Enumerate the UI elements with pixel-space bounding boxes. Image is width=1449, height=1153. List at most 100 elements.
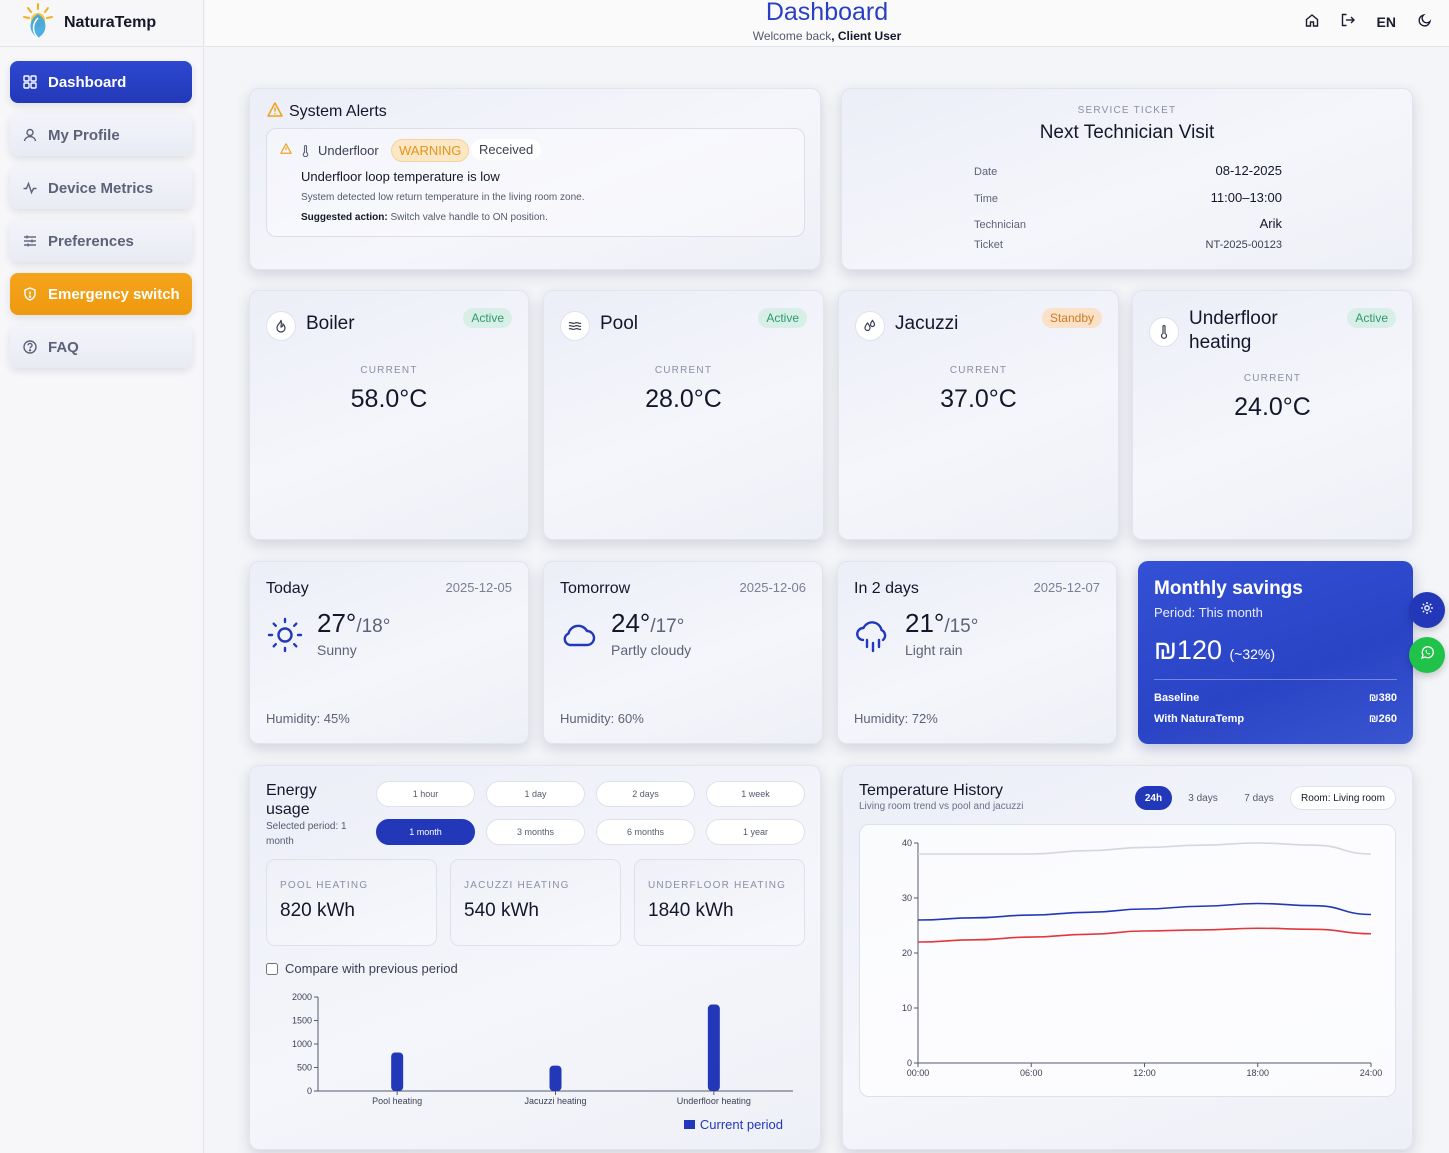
compare-label: Compare with previous period (285, 961, 458, 976)
ticket-row-label: Ticket (974, 239, 1003, 251)
home-icon[interactable] (1305, 13, 1319, 30)
thermometer-icon (302, 144, 309, 162)
shield-icon (22, 286, 38, 302)
help-circle-icon (22, 339, 38, 355)
room-selector[interactable]: Room: Living room (1290, 786, 1396, 810)
savings-row-label: With NaturaTemp (1154, 713, 1245, 725)
period-1-hour[interactable]: 1 hour (376, 781, 475, 807)
ticket-row-label: Time (974, 193, 999, 205)
ticket-row: Technician Arik (974, 216, 1282, 231)
y-tick-label: 2000 (292, 992, 312, 1002)
device-card-pool[interactable]: Pool Active CURRENT 28.0°C (543, 290, 824, 540)
weather-high: 24° (611, 608, 651, 638)
ticket-row: Time 11:00–13:00 (974, 190, 1282, 205)
selected-period-line: Selected period: 1 (266, 821, 347, 832)
weather-condition: Light rain (905, 642, 963, 658)
energy-box-value: 540 kWh (464, 900, 539, 921)
history-title: Temperature History (859, 782, 1004, 799)
savings-percent: (~32%) (1229, 646, 1276, 662)
sidebar-item-label: FAQ (48, 338, 79, 356)
device-card-jacuzzi[interactable]: Jacuzzi Standby CURRENT 37.0°C (838, 290, 1119, 540)
period-1-day[interactable]: 1 day (486, 781, 585, 807)
sidebar-item-faq[interactable]: FAQ (10, 326, 192, 368)
period-6-months[interactable]: 6 months (596, 819, 695, 845)
status-badge: Active (1347, 308, 1396, 328)
alert-action-text: Switch valve handle to ON position. (387, 212, 548, 223)
divider (1154, 679, 1397, 680)
settings-fab[interactable] (1409, 592, 1445, 628)
energy-box-label: POOL HEATING (280, 880, 369, 891)
ticket-row-value: 11:00–13:00 (1210, 190, 1282, 205)
sidebar-item-device-metrics[interactable]: Device Metrics (10, 167, 192, 209)
weather-low: /18° (356, 616, 391, 637)
alert-item[interactable]: Underfloor WARNING Received Underfloor l… (266, 128, 805, 237)
legend-swatch (683, 1120, 695, 1129)
weather-high: 27° (317, 608, 357, 638)
period-1-week[interactable]: 1 week (706, 781, 805, 807)
alert-detail: System detected low return temperature i… (301, 192, 585, 203)
weather-temperature: 27°/18° (317, 608, 390, 639)
device-card-underfloor-heating[interactable]: Underfloor heating Active CURRENT 24.0°C (1132, 290, 1413, 540)
weather-date: 2025-12-07 (1033, 580, 1101, 595)
weather-day: Today (266, 580, 309, 597)
tab-3-days[interactable]: 3 days (1188, 792, 1218, 804)
period-1-month[interactable]: 1 month (376, 819, 475, 845)
activity-icon (22, 180, 38, 196)
period-2-days[interactable]: 2 days (596, 781, 695, 807)
weather-low: /17° (650, 616, 685, 637)
chart-legend: Current period (683, 1117, 783, 1132)
tab-7-days[interactable]: 7 days (1244, 792, 1274, 804)
gear-icon (1420, 601, 1434, 620)
moon-icon[interactable] (1418, 13, 1432, 30)
ticket-row-value: NT-2025-00123 (1205, 239, 1282, 251)
status-badge: Standby (1041, 308, 1102, 328)
y-tick-label: 40 (902, 838, 912, 848)
energy-selected-period: Selected period: 1 month (266, 819, 347, 849)
weather-date: 2025-12-06 (739, 580, 807, 595)
period-1-year[interactable]: 1 year (706, 819, 805, 845)
brand[interactable]: NaturaTemp (0, 0, 203, 47)
x-tick-label: 18:00 (1246, 1068, 1269, 1078)
brand-name: NaturaTemp (64, 14, 157, 31)
device-name: Pool (600, 313, 639, 334)
sidebar-item-preferences[interactable]: Preferences (10, 220, 192, 262)
x-tick-label: Pool heating (372, 1096, 422, 1106)
y-tick-label: 0 (307, 1086, 312, 1096)
sidebar-nav: Dashboard My Profile Device Metrics Pref… (10, 61, 192, 379)
sidebar-item-emergency-switch[interactable]: Emergency switch (10, 273, 192, 315)
sidebar-item-dashboard[interactable]: Dashboard (10, 61, 192, 103)
ticket-title: Next Technician Visit (1039, 122, 1215, 143)
energy-title: Energy usage (266, 781, 317, 819)
service-ticket-card: SERVICE TICKET Next Technician Visit Dat… (841, 88, 1413, 270)
sliders-icon (22, 233, 38, 249)
temperature-history-card: Temperature History Living room trend vs… (842, 765, 1413, 1150)
energy-box-jacuzzi: JACUZZI HEATING 540 kWh (450, 859, 621, 946)
ticket-row: Date 08-12-2025 (974, 163, 1282, 178)
waves-icon (560, 311, 590, 341)
rain-icon (854, 616, 892, 659)
weather-humidity: Humidity: 60% (560, 711, 644, 726)
device-temperature: 24.0°C (1234, 393, 1311, 421)
whatsapp-fab[interactable] (1409, 637, 1445, 673)
tab-24h[interactable]: 24h (1135, 786, 1172, 810)
language-button[interactable]: EN (1376, 13, 1396, 30)
compare-checkbox[interactable] (266, 962, 278, 975)
y-tick-label: 1000 (292, 1039, 312, 1049)
compare-option[interactable]: Compare with previous period (266, 961, 458, 976)
x-tick-label: Underfloor heating (677, 1096, 751, 1106)
weather-card-in-2-days: In 2 days 2025-12-07 21°/15° Light rain … (837, 561, 1117, 744)
energy-usage-card: Energy usage Selected period: 1 month 1 … (249, 765, 821, 1150)
sidebar-item-my-profile[interactable]: My Profile (10, 114, 192, 156)
savings-amount: ₪120 (~32%) (1154, 635, 1275, 666)
status-badge: Active (758, 308, 807, 328)
x-tick-label: 06:00 (1020, 1068, 1043, 1078)
period-3-months[interactable]: 3 months (486, 819, 585, 845)
alert-action-label: Suggested action: (301, 212, 388, 223)
energy-box-label: UNDERFLOOR HEATING (648, 880, 787, 891)
droplets-icon (855, 311, 885, 341)
page-title: Dashboard (765, 0, 889, 26)
bar (707, 1004, 720, 1091)
logout-icon[interactable] (1341, 13, 1355, 30)
energy-box-value: 820 kWh (280, 900, 355, 921)
device-card-boiler[interactable]: Boiler Active CURRENT 58.0°C (249, 290, 529, 540)
